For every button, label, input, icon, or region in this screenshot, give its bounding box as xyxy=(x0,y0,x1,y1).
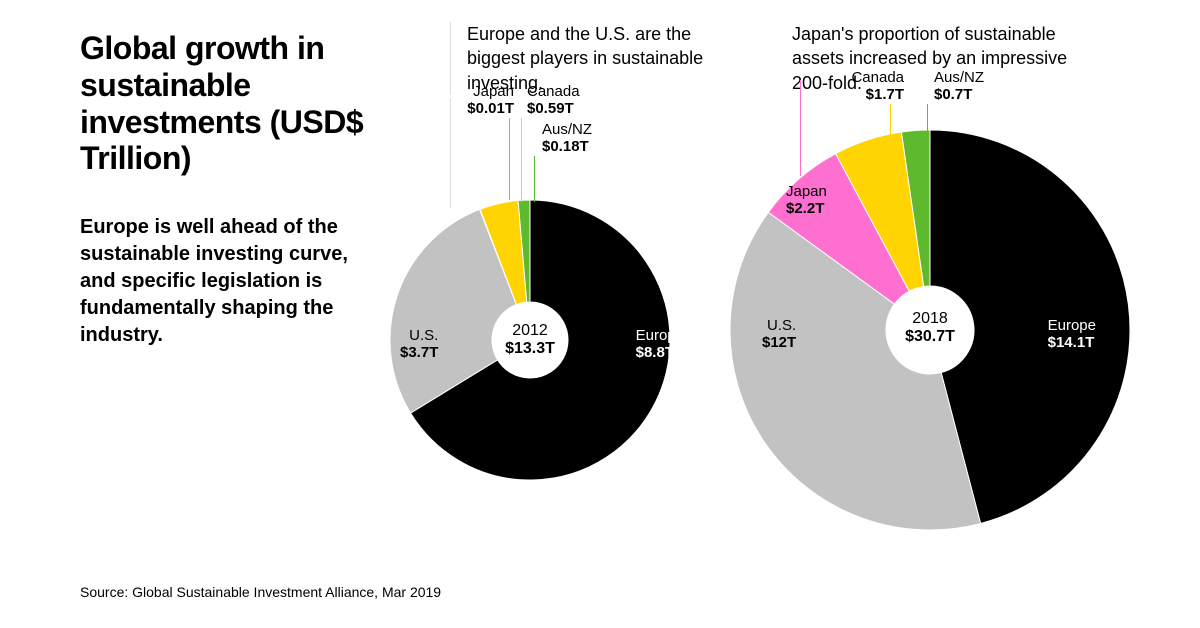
source-line: Source: Global Sustainable Investment Al… xyxy=(80,584,441,600)
label-2018-europe: Europe $14.1T xyxy=(1048,318,1096,351)
label-2012-ausnz: Aus/NZ $0.18T xyxy=(542,122,592,155)
leader-annot-left xyxy=(450,98,451,208)
leader-2012-ausnz xyxy=(534,156,535,202)
leader-2018-canada xyxy=(890,104,891,136)
donut-2018: 2018 $30.7T Europe $14.1T U.S. $12T Japa… xyxy=(730,130,1130,530)
label-2018-ausnz: Aus/NZ $0.7T xyxy=(934,70,984,103)
leader-2018-ausnz xyxy=(927,104,928,132)
label-2012-japan: Japan $0.01T xyxy=(464,84,514,117)
total-2018: $30.7T xyxy=(886,328,974,346)
leader-2018-japan-annot xyxy=(800,80,801,176)
center-label-2012: 2012 $13.3T xyxy=(491,322,569,359)
year-2018: 2018 xyxy=(886,310,974,328)
infographic-stage: Global growth in sustainable investments… xyxy=(0,0,1200,628)
main-title: Global growth in sustainable investments… xyxy=(80,30,380,177)
label-2018-japan: Japan $2.2T xyxy=(786,184,827,217)
total-2012: $13.3T xyxy=(491,340,569,358)
label-2012-europe: Europe $8.8T xyxy=(636,328,684,361)
center-label-2018: 2018 $30.7T xyxy=(886,310,974,347)
year-2012: 2012 xyxy=(491,322,569,340)
subtitle: Europe is well ahead of the sustainable … xyxy=(80,214,380,349)
leader-2012-canada xyxy=(521,118,522,202)
label-2012-us: U.S. $3.7T xyxy=(400,328,438,361)
donut-2012: 2012 $13.3T Europe $8.8T U.S. $3.7T Japa… xyxy=(390,200,670,480)
label-2018-us: U.S. $12T xyxy=(762,318,796,351)
leader-2012-japan xyxy=(509,118,510,200)
label-2018-canada: Canada $1.7T xyxy=(844,70,904,103)
label-2012-canada: Canada $0.59T xyxy=(527,84,580,117)
